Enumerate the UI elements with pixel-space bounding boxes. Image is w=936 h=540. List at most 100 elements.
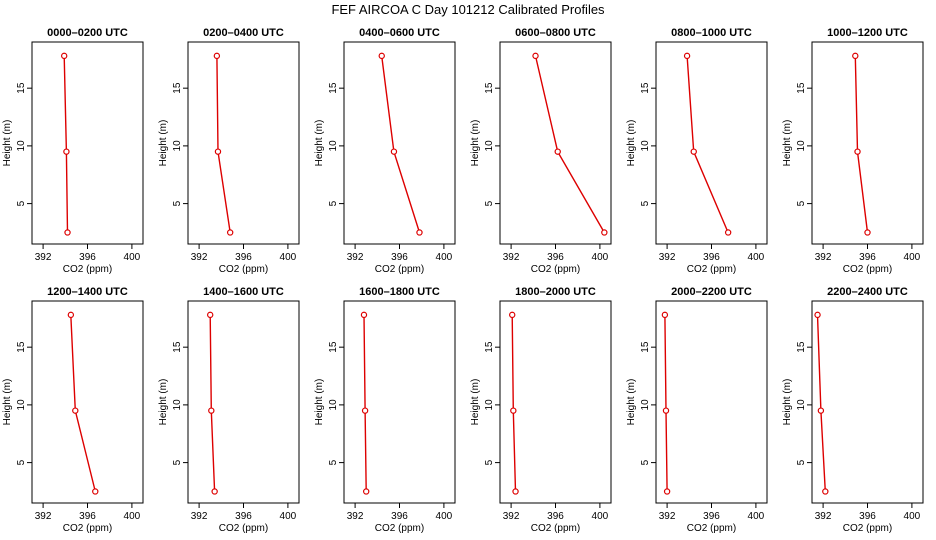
profile-panel: 1400–1600 UTC 392 396 400 5 10 15 CO2 (ppm) Heig… bbox=[158, 286, 300, 534]
plot-frame bbox=[343, 41, 456, 245]
y-tick-label: 5 bbox=[328, 459, 339, 465]
x-axis-label: CO2 (ppm) bbox=[531, 264, 580, 275]
panel-title: 0400–0600 UTC bbox=[359, 27, 440, 39]
y-axis-label: Height (m) bbox=[158, 120, 169, 167]
x-tick-label: 392 bbox=[815, 511, 832, 522]
y-tick-label: 10 bbox=[796, 140, 807, 152]
x-tick-label: 396 bbox=[859, 252, 876, 263]
x-tick-label: 392 bbox=[35, 511, 52, 522]
y-axis-label: Height (m) bbox=[470, 120, 481, 167]
x-tick-label: 400 bbox=[124, 252, 141, 263]
co2-data-point bbox=[814, 311, 821, 319]
x-tick-label: 392 bbox=[815, 252, 832, 263]
plot-frame bbox=[187, 300, 300, 504]
y-tick-label: 5 bbox=[484, 200, 495, 206]
x-tick-label: 396 bbox=[859, 511, 876, 522]
co2-profile-line bbox=[63, 55, 69, 233]
x-tick-label: 400 bbox=[904, 252, 921, 263]
co2-data-point bbox=[661, 311, 669, 319]
plot-frame bbox=[187, 41, 300, 245]
co2-data-point bbox=[864, 229, 871, 236]
x-tick-label: 400 bbox=[124, 511, 141, 522]
plot-frame bbox=[811, 300, 924, 504]
co2-data-point bbox=[416, 229, 423, 236]
panel-title: 0200–0400 UTC bbox=[203, 27, 284, 39]
x-tick-label: 400 bbox=[280, 252, 297, 263]
y-tick-label: 5 bbox=[640, 200, 651, 206]
y-tick-label: 15 bbox=[640, 82, 651, 94]
x-tick-label: 396 bbox=[547, 252, 564, 263]
co2-profile-line bbox=[209, 314, 216, 492]
x-tick-label: 392 bbox=[503, 252, 520, 263]
plot-frame bbox=[811, 41, 924, 245]
co2-profile-line bbox=[686, 55, 729, 233]
y-tick-label: 10 bbox=[796, 399, 807, 411]
co2-data-point bbox=[72, 407, 79, 414]
co2-data-point bbox=[211, 488, 218, 495]
plot-frame bbox=[655, 300, 768, 504]
co2-profile-line bbox=[534, 55, 605, 233]
x-tick-label: 396 bbox=[79, 511, 96, 522]
y-axis-label: Height (m) bbox=[626, 120, 637, 167]
co2-data-point bbox=[360, 311, 368, 319]
co2-data-point bbox=[214, 148, 222, 155]
y-axis-label: Height (m) bbox=[626, 379, 637, 426]
profile-panel: 1000–1200 UTC 392 396 400 5 10 15 CO2 (ppm) Heig… bbox=[782, 27, 924, 275]
y-tick-label: 5 bbox=[640, 459, 651, 465]
plot-frame bbox=[31, 300, 144, 504]
x-axis-label: CO2 (ppm) bbox=[63, 523, 112, 534]
x-tick-label: 396 bbox=[391, 252, 408, 263]
y-axis-label: Height (m) bbox=[314, 379, 325, 426]
profile-panel: 1800–2000 UTC 392 396 400 5 10 15 CO2 (ppm) Heig… bbox=[470, 286, 612, 534]
panel-title: 2000–2200 UTC bbox=[671, 286, 752, 298]
y-tick-label: 15 bbox=[172, 341, 183, 353]
x-tick-label: 392 bbox=[35, 252, 52, 263]
co2-data-point bbox=[683, 52, 691, 60]
x-axis-label: CO2 (ppm) bbox=[219, 523, 268, 534]
x-axis-label: CO2 (ppm) bbox=[843, 523, 892, 534]
profile-panel: 0400–0600 UTC 392 396 400 5 10 15 CO2 (ppm) Heig… bbox=[314, 27, 456, 275]
y-tick-label: 10 bbox=[328, 140, 339, 152]
y-tick-label: 10 bbox=[484, 140, 495, 152]
profile-panel: 0800–1000 UTC 392 396 400 5 10 15 CO2 (ppm) Heig… bbox=[626, 27, 768, 275]
y-tick-label: 15 bbox=[328, 341, 339, 353]
profile-panel: 0200–0400 UTC 392 396 400 5 10 15 CO2 (ppm) Heig… bbox=[158, 27, 300, 275]
y-tick-label: 15 bbox=[484, 341, 495, 353]
co2-data-point bbox=[854, 148, 861, 155]
profile-panel: 1600–1800 UTC 392 396 400 5 10 15 CO2 (ppm) Heig… bbox=[314, 286, 456, 534]
y-tick-label: 5 bbox=[16, 200, 27, 206]
co2-profile-line bbox=[854, 55, 869, 233]
co2-data-point bbox=[390, 148, 398, 155]
plot-frame bbox=[499, 300, 612, 504]
x-tick-label: 392 bbox=[347, 511, 364, 522]
y-tick-label: 15 bbox=[796, 82, 807, 94]
co2-data-point bbox=[92, 488, 99, 495]
co2-data-point bbox=[822, 488, 829, 495]
co2-data-point bbox=[532, 52, 539, 60]
y-axis-label: Height (m) bbox=[158, 379, 169, 426]
x-axis-label: CO2 (ppm) bbox=[219, 264, 268, 275]
y-tick-label: 5 bbox=[796, 459, 807, 465]
x-tick-label: 400 bbox=[748, 511, 765, 522]
co2-data-point bbox=[509, 311, 516, 319]
panel-title: 0800–1000 UTC bbox=[671, 27, 752, 39]
co2-data-point bbox=[817, 407, 825, 414]
y-tick-label: 10 bbox=[640, 399, 651, 411]
co2-profile-line bbox=[363, 314, 367, 492]
x-axis-label: CO2 (ppm) bbox=[687, 264, 736, 275]
profile-panel: 2000–2200 UTC 392 396 400 5 10 15 CO2 (ppm) Heig… bbox=[626, 286, 768, 534]
co2-data-point bbox=[213, 52, 221, 60]
x-tick-label: 392 bbox=[659, 511, 676, 522]
y-tick-label: 5 bbox=[796, 200, 807, 206]
x-axis-label: CO2 (ppm) bbox=[375, 523, 424, 534]
co2-data-point bbox=[60, 52, 68, 60]
y-tick-label: 10 bbox=[640, 140, 651, 152]
co2-data-point bbox=[378, 52, 385, 60]
y-tick-label: 15 bbox=[796, 341, 807, 353]
x-tick-label: 392 bbox=[347, 252, 364, 263]
co2-profile-line bbox=[664, 314, 668, 492]
co2-data-point bbox=[512, 488, 519, 495]
x-tick-label: 400 bbox=[436, 252, 453, 263]
x-tick-label: 392 bbox=[659, 252, 676, 263]
